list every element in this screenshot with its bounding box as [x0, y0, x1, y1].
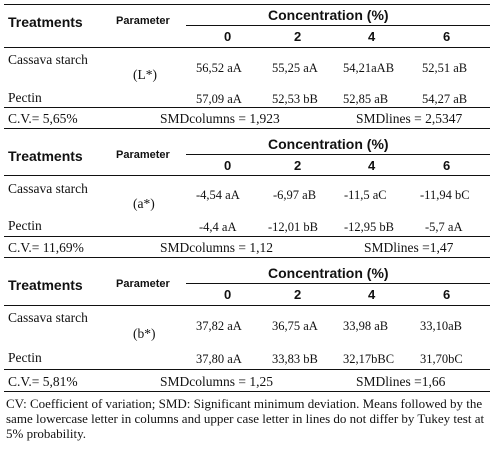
smd-columns: SMDcolumns = 1,25 [160, 374, 273, 389]
concentration-header: Concentration (%) [268, 265, 389, 281]
smd-lines: SMDlines =1,66 [356, 374, 446, 389]
value-cell: 52,85 aB [343, 92, 389, 106]
col-header-0: 0 [224, 29, 232, 44]
table-footnote: CV: Coefficient of variation; SMD: Signi… [6, 396, 485, 441]
col-header-2: 2 [294, 29, 302, 44]
treatment-cassava-starch: Cassava starch [8, 310, 88, 325]
value-cell: 37,80 aA [196, 352, 242, 366]
rule-concentration [186, 283, 490, 284]
parameter-header: Parameter [116, 278, 170, 290]
value-cell: -12,95 bB [344, 220, 394, 234]
value-cell: 54,27 aB [422, 92, 468, 106]
rule-concentration [186, 154, 490, 155]
concentration-header: Concentration (%) [268, 136, 389, 152]
col-header-0: 0 [224, 287, 232, 302]
treatment-pectin: Pectin [8, 350, 42, 365]
treatments-header: Treatments [8, 148, 83, 164]
cv-value: C.V.= 11,69% [8, 240, 84, 255]
treatment-pectin: Pectin [8, 218, 42, 233]
concentration-header: Concentration (%) [268, 7, 389, 23]
smd-columns: SMDcolumns = 1,923 [160, 111, 280, 126]
parameter-value: (L*) [133, 67, 157, 82]
value-cell: 55,25 aA [272, 61, 318, 75]
value-cell: 54,21aAB [343, 61, 395, 75]
col-header-2: 2 [294, 158, 302, 173]
value-cell: -4,4 aA [199, 220, 237, 234]
col-header-0: 0 [224, 158, 232, 173]
rule-stats-bottom [4, 128, 490, 129]
value-cell: 56,52 aA [196, 61, 242, 75]
rule-header-bottom [4, 47, 490, 48]
treatment-cassava-starch: Cassava starch [8, 181, 88, 196]
value-cell: 33,98 aB [343, 319, 389, 333]
col-header-2: 2 [294, 287, 302, 302]
col-header-4: 4 [368, 158, 376, 173]
col-header-4: 4 [368, 287, 376, 302]
treatment-pectin: Pectin [8, 90, 42, 105]
value-cell: 52,53 bB [272, 92, 318, 106]
value-cell: -12,01 bB [268, 220, 318, 234]
rule-header-bottom [4, 305, 490, 306]
parameter-value: (a*) [133, 196, 155, 211]
value-cell: -5,7 aA [425, 220, 463, 234]
parameter-header: Parameter [116, 15, 170, 27]
parameter-header: Parameter [116, 149, 170, 161]
col-header-4: 4 [368, 29, 376, 44]
value-cell: 37,82 aA [196, 319, 242, 333]
treatment-cassava-starch: Cassava starch [8, 52, 88, 67]
rule-stats-top [4, 107, 490, 108]
rule-top [4, 4, 490, 5]
rule-stats-bottom [4, 257, 490, 258]
rule-concentration [186, 25, 490, 26]
rule-header-bottom [4, 175, 490, 176]
value-cell: 31,70bC [420, 352, 463, 366]
smd-lines: SMDlines = 2,5347 [356, 111, 463, 126]
col-header-6: 6 [443, 29, 451, 44]
rule-stats-top [4, 369, 490, 370]
value-cell: -11,94 bC [420, 188, 470, 202]
value-cell: -11,5 aC [344, 188, 387, 202]
col-header-6: 6 [443, 158, 451, 173]
value-cell: 57,09 aA [196, 92, 242, 106]
treatments-header: Treatments [8, 14, 83, 30]
value-cell: 52,51 aB [422, 61, 468, 75]
rule-stats-bottom [4, 391, 490, 392]
value-cell: -6,97 aB [273, 188, 317, 202]
value-cell: 32,17bBC [343, 352, 395, 366]
treatments-header: Treatments [8, 277, 83, 293]
value-cell: -4,54 aA [196, 188, 240, 202]
col-header-6: 6 [443, 287, 451, 302]
smd-columns: SMDcolumns = 1,12 [160, 240, 273, 255]
cv-value: C.V.= 5,65% [8, 111, 78, 126]
smd-lines: SMDlines =1,47 [364, 240, 454, 255]
parameter-value: (b*) [133, 326, 156, 341]
value-cell: 33,10aB [420, 319, 463, 333]
rule-stats-top [4, 236, 490, 237]
value-cell: 36,75 aA [272, 319, 318, 333]
cv-value: C.V.= 5,81% [8, 374, 78, 389]
value-cell: 33,83 bB [272, 352, 318, 366]
